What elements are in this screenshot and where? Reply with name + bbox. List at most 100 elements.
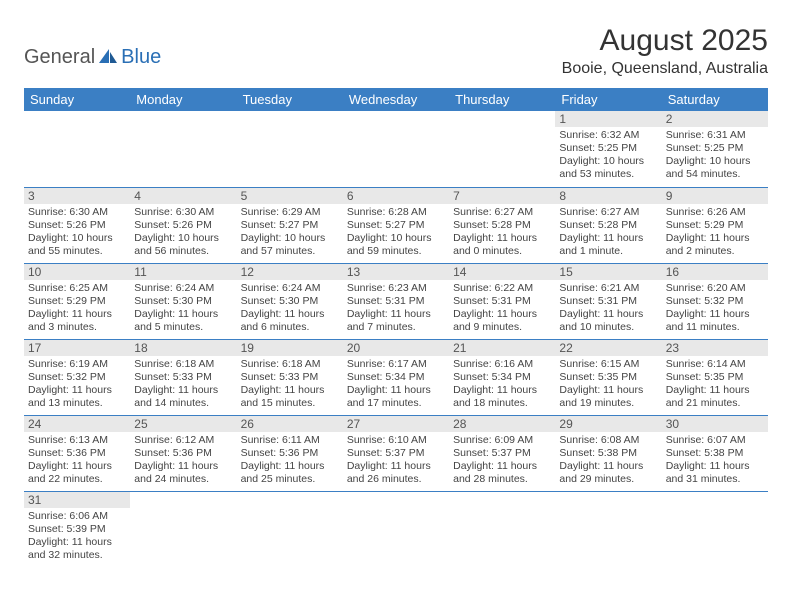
weekday-header: Tuesday [237, 88, 343, 111]
day-info-line: Sunrise: 6:18 AM [134, 358, 232, 371]
day-info: Sunrise: 6:24 AMSunset: 5:30 PMDaylight:… [241, 282, 339, 335]
day-number: 17 [24, 340, 130, 356]
day-info: Sunrise: 6:22 AMSunset: 5:31 PMDaylight:… [453, 282, 551, 335]
calendar-cell: 18Sunrise: 6:18 AMSunset: 5:33 PMDayligh… [130, 339, 236, 415]
day-info: Sunrise: 6:08 AMSunset: 5:38 PMDaylight:… [559, 434, 657, 487]
day-info-line: Daylight: 11 hours [134, 384, 232, 397]
day-info-line: Sunrise: 6:09 AM [453, 434, 551, 447]
day-info-line: Sunrise: 6:24 AM [134, 282, 232, 295]
day-info-line: Sunrise: 6:26 AM [666, 206, 764, 219]
calendar-cell: 24Sunrise: 6:13 AMSunset: 5:36 PMDayligh… [24, 415, 130, 491]
day-info-line: and 55 minutes. [28, 245, 126, 258]
day-info-line: Sunrise: 6:19 AM [28, 358, 126, 371]
day-number: 27 [343, 416, 449, 432]
day-info-line: and 21 minutes. [666, 397, 764, 410]
day-info: Sunrise: 6:25 AMSunset: 5:29 PMDaylight:… [28, 282, 126, 335]
day-info: Sunrise: 6:11 AMSunset: 5:36 PMDaylight:… [241, 434, 339, 487]
calendar-cell: 25Sunrise: 6:12 AMSunset: 5:36 PMDayligh… [130, 415, 236, 491]
day-info-line: Daylight: 11 hours [453, 232, 551, 245]
calendar-cell: 3Sunrise: 6:30 AMSunset: 5:26 PMDaylight… [24, 187, 130, 263]
day-info-line: Sunrise: 6:06 AM [28, 510, 126, 523]
calendar-cell: 21Sunrise: 6:16 AMSunset: 5:34 PMDayligh… [449, 339, 555, 415]
calendar-cell: 1Sunrise: 6:32 AMSunset: 5:25 PMDaylight… [555, 111, 661, 187]
day-number: 5 [237, 188, 343, 204]
day-info: Sunrise: 6:06 AMSunset: 5:39 PMDaylight:… [28, 510, 126, 563]
day-info-line: Sunset: 5:28 PM [559, 219, 657, 232]
day-number: 22 [555, 340, 661, 356]
day-info-line: and 25 minutes. [241, 473, 339, 486]
day-info-line: Sunset: 5:26 PM [134, 219, 232, 232]
calendar-cell: 23Sunrise: 6:14 AMSunset: 5:35 PMDayligh… [662, 339, 768, 415]
calendar-cell: 2Sunrise: 6:31 AMSunset: 5:25 PMDaylight… [662, 111, 768, 187]
day-info-line: Sunrise: 6:28 AM [347, 206, 445, 219]
calendar-cell: 7Sunrise: 6:27 AMSunset: 5:28 PMDaylight… [449, 187, 555, 263]
day-info-line: Daylight: 10 hours [666, 155, 764, 168]
calendar-week-row: 3Sunrise: 6:30 AMSunset: 5:26 PMDaylight… [24, 187, 768, 263]
day-info-line: Sunset: 5:33 PM [134, 371, 232, 384]
day-info: Sunrise: 6:32 AMSunset: 5:25 PMDaylight:… [559, 129, 657, 182]
day-info: Sunrise: 6:17 AMSunset: 5:34 PMDaylight:… [347, 358, 445, 411]
day-info-line: Daylight: 11 hours [559, 384, 657, 397]
day-number: 28 [449, 416, 555, 432]
day-info-line: Sunrise: 6:22 AM [453, 282, 551, 295]
day-number: 25 [130, 416, 236, 432]
day-number: 20 [343, 340, 449, 356]
day-info-line: Sunset: 5:31 PM [559, 295, 657, 308]
day-info-line: Sunrise: 6:14 AM [666, 358, 764, 371]
day-info-line: Daylight: 10 hours [347, 232, 445, 245]
day-number: 21 [449, 340, 555, 356]
day-info: Sunrise: 6:07 AMSunset: 5:38 PMDaylight:… [666, 434, 764, 487]
calendar-cell [555, 491, 661, 567]
day-info: Sunrise: 6:21 AMSunset: 5:31 PMDaylight:… [559, 282, 657, 335]
day-info: Sunrise: 6:26 AMSunset: 5:29 PMDaylight:… [666, 206, 764, 259]
day-number: 13 [343, 264, 449, 280]
day-info: Sunrise: 6:30 AMSunset: 5:26 PMDaylight:… [28, 206, 126, 259]
day-info: Sunrise: 6:13 AMSunset: 5:36 PMDaylight:… [28, 434, 126, 487]
day-info: Sunrise: 6:10 AMSunset: 5:37 PMDaylight:… [347, 434, 445, 487]
day-info-line: Daylight: 11 hours [453, 460, 551, 473]
calendar-cell [24, 111, 130, 187]
day-info: Sunrise: 6:15 AMSunset: 5:35 PMDaylight:… [559, 358, 657, 411]
day-info: Sunrise: 6:24 AMSunset: 5:30 PMDaylight:… [134, 282, 232, 335]
day-info-line: Sunrise: 6:31 AM [666, 129, 764, 142]
day-info-line: and 56 minutes. [134, 245, 232, 258]
day-info-line: Sunset: 5:36 PM [241, 447, 339, 460]
day-info-line: Sunrise: 6:18 AM [241, 358, 339, 371]
day-info-line: Sunset: 5:30 PM [241, 295, 339, 308]
calendar-cell [662, 491, 768, 567]
calendar-week-row: 31Sunrise: 6:06 AMSunset: 5:39 PMDayligh… [24, 491, 768, 567]
day-info-line: Daylight: 11 hours [666, 232, 764, 245]
calendar-week-row: 1Sunrise: 6:32 AMSunset: 5:25 PMDaylight… [24, 111, 768, 187]
day-info-line: Sunrise: 6:17 AM [347, 358, 445, 371]
calendar-cell: 31Sunrise: 6:06 AMSunset: 5:39 PMDayligh… [24, 491, 130, 567]
calendar-cell: 12Sunrise: 6:24 AMSunset: 5:30 PMDayligh… [237, 263, 343, 339]
day-info-line: Daylight: 11 hours [134, 460, 232, 473]
day-info-line: Sunset: 5:34 PM [347, 371, 445, 384]
day-info: Sunrise: 6:29 AMSunset: 5:27 PMDaylight:… [241, 206, 339, 259]
day-info-line: and 53 minutes. [559, 168, 657, 181]
day-number: 11 [130, 264, 236, 280]
calendar-cell: 8Sunrise: 6:27 AMSunset: 5:28 PMDaylight… [555, 187, 661, 263]
calendar-cell [237, 491, 343, 567]
day-number: 26 [237, 416, 343, 432]
day-info-line: Daylight: 11 hours [241, 308, 339, 321]
weekday-header-row: Sunday Monday Tuesday Wednesday Thursday… [24, 88, 768, 111]
day-info-line: and 28 minutes. [453, 473, 551, 486]
day-info-line: Sunrise: 6:20 AM [666, 282, 764, 295]
calendar-cell [237, 111, 343, 187]
calendar-cell: 11 Sunrise: 6:24 AMSunset: 5:30 PMDayligh… [130, 263, 236, 339]
day-info-line: Sunset: 5:38 PM [666, 447, 764, 460]
day-info-line: Sunrise: 6:23 AM [347, 282, 445, 295]
calendar-cell: 9Sunrise: 6:26 AMSunset: 5:29 PMDaylight… [662, 187, 768, 263]
day-info-line: Sunset: 5:27 PM [347, 219, 445, 232]
calendar-cell: 10Sunrise: 6:25 AMSunset: 5:29 PMDayligh… [24, 263, 130, 339]
day-info-line: Daylight: 11 hours [28, 384, 126, 397]
day-info-line: Daylight: 11 hours [28, 536, 126, 549]
day-info-line: Sunrise: 6:25 AM [28, 282, 126, 295]
day-info-line: and 7 minutes. [347, 321, 445, 334]
day-info-line: and 9 minutes. [453, 321, 551, 334]
calendar-cell: 14Sunrise: 6:22 AMSunset: 5:31 PMDayligh… [449, 263, 555, 339]
day-info-line: Sunset: 5:35 PM [666, 371, 764, 384]
day-info-line: Sunrise: 6:10 AM [347, 434, 445, 447]
day-info-line: Sunrise: 6:29 AM [241, 206, 339, 219]
